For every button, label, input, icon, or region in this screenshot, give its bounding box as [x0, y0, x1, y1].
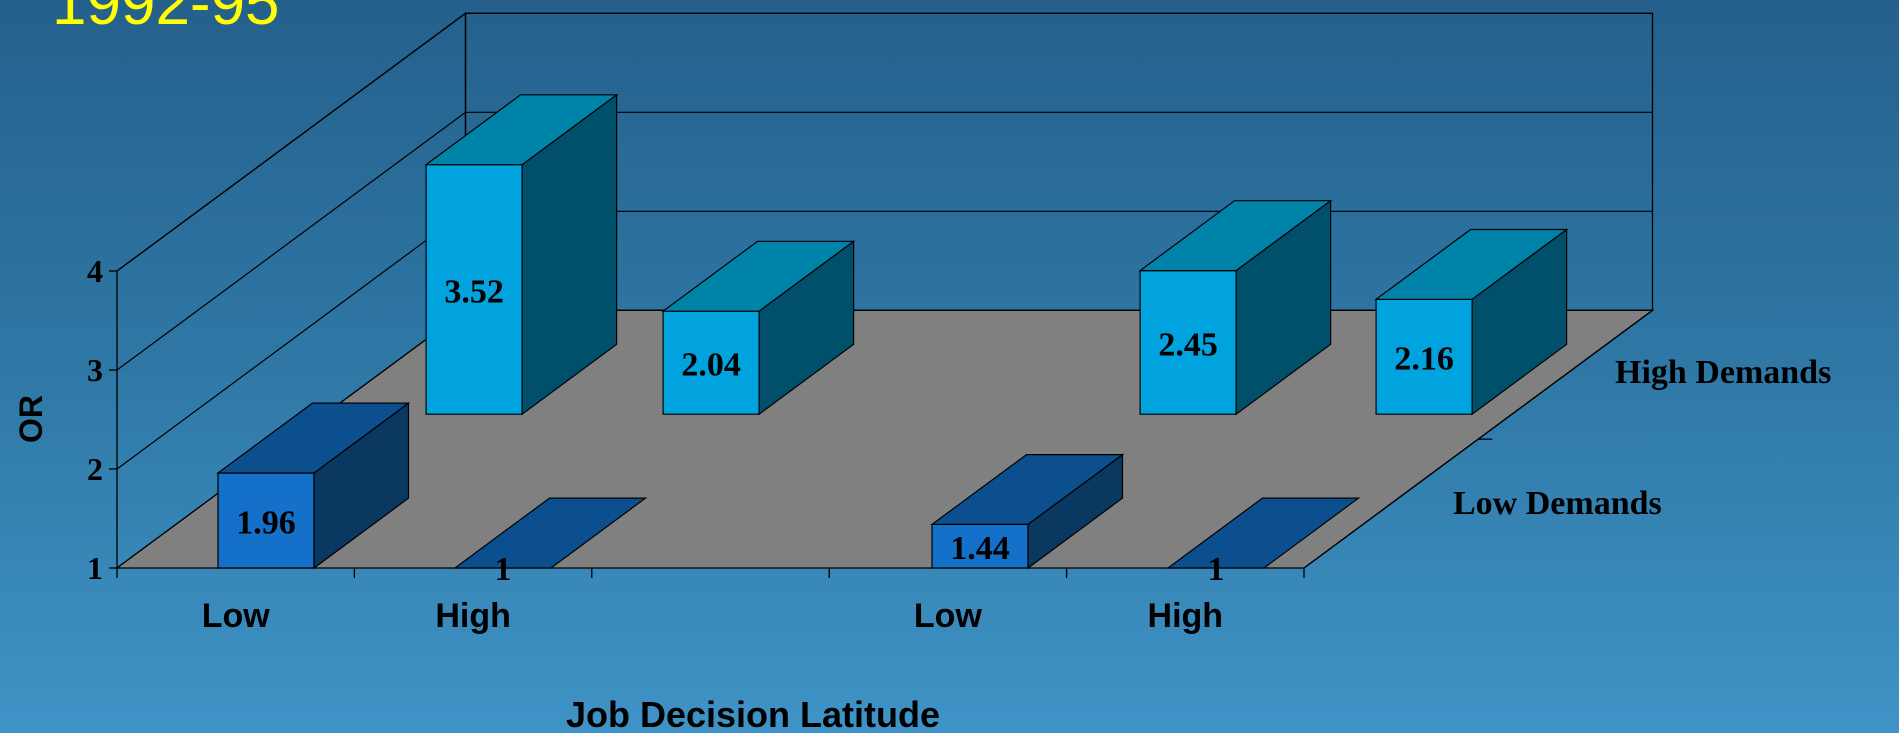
bar: 2.04: [661, 240, 856, 416]
y-tick-label: 3: [87, 352, 103, 388]
y-axis: 1 2 3 4: [87, 253, 117, 586]
y-tick-label: 2: [87, 451, 103, 487]
x-tick-label: High: [435, 597, 511, 635]
bar-top: [1374, 228, 1569, 300]
gridline: [116, 111, 1653, 371]
x-axis-title: Job Decision Latitude: [566, 694, 940, 733]
bar: 2.45: [1138, 199, 1333, 416]
x-tick-label: High: [1148, 597, 1224, 635]
legend-label: High Demands: [1615, 354, 1831, 391]
data-label: 3.52: [444, 273, 504, 310]
bar-top: [930, 454, 1125, 526]
bar-top: [1138, 200, 1333, 272]
gridline: [116, 12, 1653, 272]
x-tick-label: Low: [202, 597, 271, 635]
bar-top: [453, 497, 648, 569]
page-title: 1992-95: [52, 0, 280, 38]
y-tick-label: 4: [87, 253, 103, 289]
bars: 2.16 2.45 2.04 3.52 1 1.44 1 1.96: [216, 93, 1569, 588]
bar-top: [1166, 497, 1361, 569]
data-label: 2.04: [681, 347, 741, 384]
x-tick-label: Low: [914, 597, 983, 635]
legend-label: Low Demands: [1453, 485, 1662, 522]
bar: 3.52: [424, 93, 619, 416]
data-label: 1: [495, 551, 512, 588]
bar-top: [424, 94, 619, 166]
y-axis-title: OR: [13, 395, 49, 443]
bar: 1: [453, 497, 648, 588]
data-label: 2.45: [1158, 326, 1218, 363]
data-label: 1.96: [236, 504, 296, 541]
bar-top: [216, 402, 411, 474]
depth-axis: Low Demands High Demands: [1303, 309, 1831, 569]
data-label: 1: [1208, 551, 1225, 588]
bar: 1.96: [216, 401, 411, 570]
data-label: 1.44: [950, 530, 1010, 567]
bar: 1: [1166, 497, 1361, 588]
bar-top: [661, 240, 856, 312]
y-tick-label: 1: [87, 550, 103, 586]
bar: 2.16: [1374, 228, 1569, 416]
x-axis: Low High Low High: [116, 568, 1305, 635]
data-label: 2.16: [1394, 341, 1454, 378]
bar: 1.44: [930, 453, 1125, 570]
